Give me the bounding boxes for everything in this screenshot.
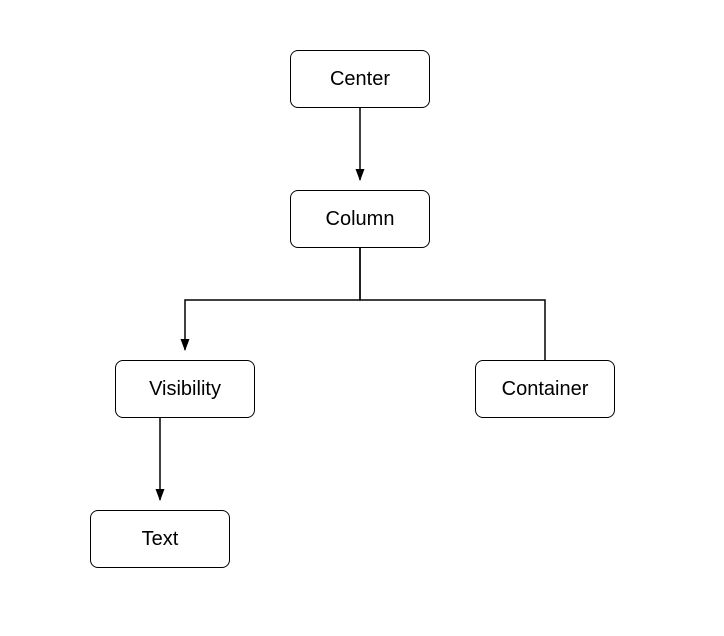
edge-column-visibility	[185, 248, 360, 350]
node-visibility: Visibility	[115, 360, 255, 418]
node-text: Text	[90, 510, 230, 568]
node-label: Container	[502, 378, 589, 401]
node-label: Visibility	[149, 378, 221, 401]
edge-column-container	[360, 248, 545, 360]
node-label: Center	[330, 68, 390, 91]
node-label: Text	[142, 528, 179, 551]
node-container: Container	[475, 360, 615, 418]
node-center: Center	[290, 50, 430, 108]
node-label: Column	[326, 208, 395, 231]
node-column: Column	[290, 190, 430, 248]
